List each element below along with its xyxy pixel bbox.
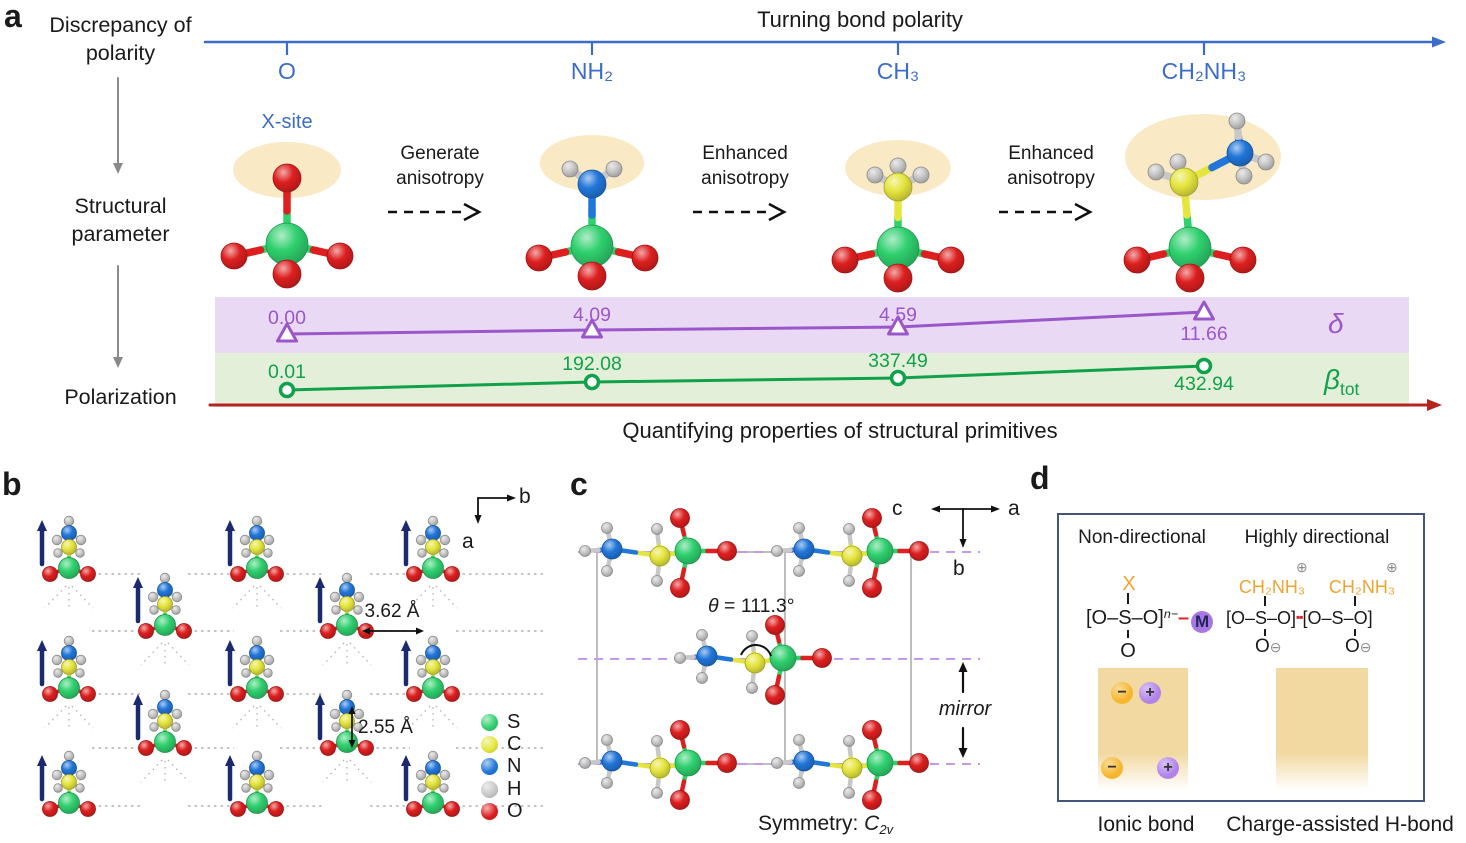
beta-subscript: tot (1340, 378, 1360, 399)
legend-swatch-n (481, 758, 498, 776)
delta-value-2: 4.09 (573, 304, 611, 326)
axis-c-down: b (953, 557, 965, 580)
legend-label-o: O (507, 800, 523, 823)
beta-value-4: 432.94 (1174, 373, 1234, 395)
legend-swatch-o (481, 803, 498, 821)
x-site-label: X-site (261, 111, 313, 133)
legend-swatch-h (481, 780, 498, 798)
panel-a-caption: Quantifying properties of structural pri… (622, 418, 1058, 443)
substituent-ch3: CH₃ (876, 58, 920, 84)
bond-s-o-right-2 (1354, 629, 1356, 636)
cation-circle-1: + (1139, 682, 1161, 704)
legend-item-h: H (481, 778, 523, 800)
left-formula: [O–S–O]n−– M (1086, 605, 1214, 633)
legend: S C N H O (481, 711, 523, 823)
substituent-o: O (278, 58, 296, 84)
bond-s-o-right-1 (1264, 629, 1266, 636)
cation-circle-2: + (1157, 757, 1179, 779)
symmetry-c: C (864, 812, 880, 835)
axis-b-vertical: a (462, 530, 474, 553)
left-bracket: [O–S–O] (1086, 607, 1164, 629)
header-non-directional: Non-directional (1078, 527, 1206, 548)
left-superscript: n− (1163, 607, 1178, 622)
right-bracket-1: [O–S–O] (1226, 608, 1297, 628)
symmetry-sub: 2v (879, 822, 894, 838)
anion-circle-1: − (1111, 682, 1133, 704)
symmetry-prefix: Symmetry: (758, 812, 865, 835)
axis-title: Turning bond polarity (757, 7, 963, 32)
delta-series-label: δ (1328, 308, 1344, 339)
bond-cation-s-2 (1354, 596, 1356, 606)
legend-item-o: O (481, 800, 523, 823)
o-minus-1: O⊖ (1255, 635, 1282, 660)
legend-label-s: S (507, 710, 521, 733)
cation-1: CH₂NH₃ (1238, 577, 1306, 597)
panel-a-label: a (4, 0, 22, 34)
beta-symbol: β (1324, 364, 1340, 395)
beta-value-3: 337.49 (868, 350, 928, 372)
row-label-structural: Structural parameter (71, 194, 170, 246)
bond-cation-s-1 (1264, 596, 1266, 606)
transition-2: Enhanced anisotropy (701, 143, 789, 189)
legend-item-n: N (481, 755, 523, 778)
legend-label-c: C (507, 733, 522, 756)
minus-charge-2: ⊖ (1359, 639, 1372, 655)
legend-label-h: H (507, 777, 522, 800)
axis-c-left: c (892, 497, 903, 520)
anion-circle-2: − (1101, 757, 1123, 779)
legend-swatch-c (481, 736, 498, 754)
o-atom-2: O (1345, 636, 1360, 657)
plus-charge-1: ⊕ (1296, 559, 1308, 575)
panel-d-label: d (1030, 460, 1050, 496)
substituent-ch2nh3: CH₂NH₃ (1161, 58, 1247, 84)
legend-item-c: C (481, 733, 523, 755)
theta-symbol: θ (708, 595, 719, 617)
row-label-polarization: Polarization (64, 385, 177, 409)
transition-3: Enhanced anisotropy (1007, 143, 1095, 189)
plus-charge-2: ⊕ (1386, 559, 1398, 575)
distance-label-3-62: 3.62 Å (364, 601, 420, 622)
x-substituent: X (1122, 573, 1136, 595)
substituent-nh2: NH₂ (570, 58, 614, 84)
row-label-discrepancy: Discrepancy of polarity (49, 13, 192, 65)
transition-1: Generate anisotropy (396, 143, 484, 189)
o-minus-2: O⊖ (1345, 635, 1372, 660)
left-o-below: O (1120, 640, 1136, 662)
legend-swatch-s (481, 713, 498, 731)
metal-circle: M (1191, 611, 1214, 633)
angle-value: = 111.3° (718, 595, 795, 617)
header-highly-directional: Highly directional (1244, 527, 1390, 548)
caption-charge-assisted-hbond: Charge-assisted H-bond (1226, 813, 1454, 836)
minus-charge-1: ⊖ (1269, 639, 1282, 655)
symmetry-caption: Symmetry: C2v (758, 810, 893, 837)
legend-label-n: N (507, 755, 522, 778)
right-bracket-2: [O–S–O] (1302, 608, 1373, 628)
angle-annotation: θ = 111.3° (708, 594, 795, 619)
mirror-label: mirror (938, 698, 992, 720)
o-atom-1: O (1255, 636, 1270, 657)
hbond-symbol: ▪▪ (1296, 610, 1303, 624)
beta-series-label: βtot (1324, 362, 1360, 399)
delta-value-3: 4.59 (879, 304, 917, 326)
beta-value-2: 192.08 (562, 353, 622, 375)
distance-label-2-55: 2.55 Å (358, 717, 413, 738)
hbond-diagram-box (1276, 668, 1368, 790)
axis-c-right: a (1008, 497, 1020, 520)
right-formula: [O–S–O]▪▪[O–S–O] (1226, 607, 1373, 630)
delta-value-4: 11.66 (1180, 323, 1228, 345)
panel-c-label: c (570, 466, 588, 502)
cation-2: CH₂NH₃ (1328, 577, 1396, 597)
beta-value-1: 0.01 (268, 361, 306, 383)
bond-s-o-left (1127, 630, 1129, 638)
bond-x-s (1127, 593, 1129, 604)
caption-ionic-bond: Ionic bond (1097, 813, 1195, 836)
axis-b-horizontal: b (519, 485, 531, 508)
ionic-dash: – (1177, 607, 1190, 629)
legend-item-s: S (481, 711, 523, 733)
delta-value-1: 0.00 (268, 307, 306, 329)
panel-b-label: b (2, 466, 22, 502)
